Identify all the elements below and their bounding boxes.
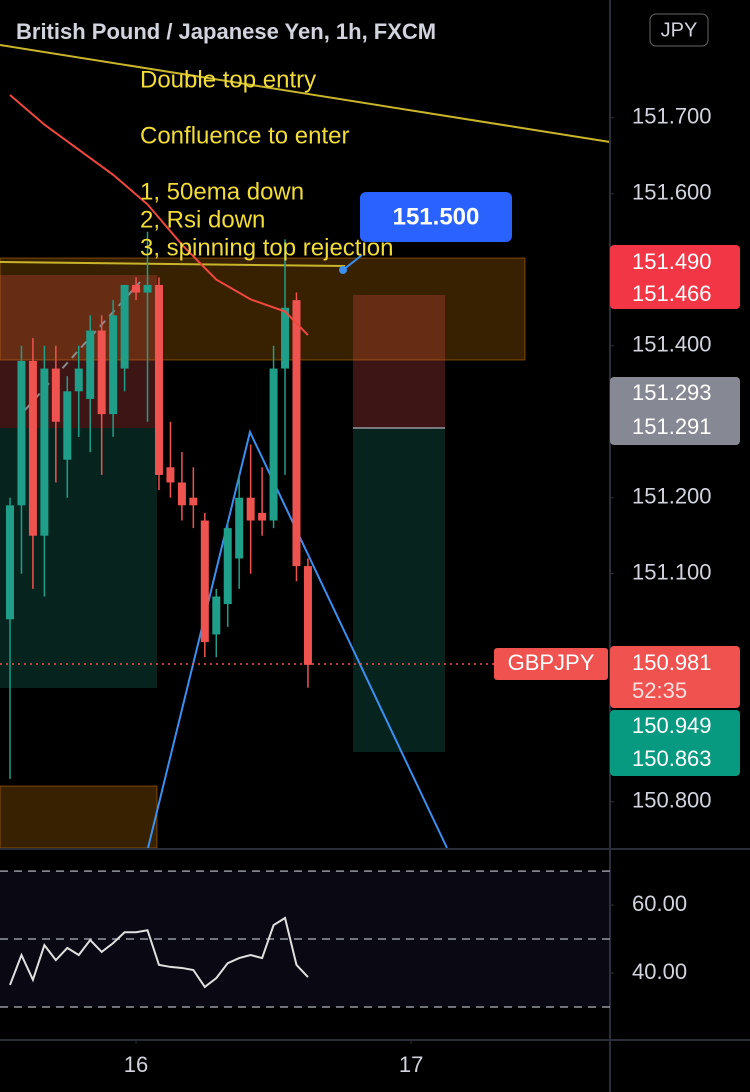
currency-box — [649, 13, 709, 47]
trend-line — [0, 261, 346, 267]
candle-body — [120, 284, 129, 369]
candle-body — [212, 596, 221, 635]
rsi-line — [9, 916, 309, 989]
annotation: 3, spinning top rejection — [140, 234, 394, 261]
y-tick-label: 40.00 — [632, 959, 687, 984]
callout-pointer — [342, 254, 363, 271]
target-box — [0, 428, 157, 688]
x-tick-label: 16 — [124, 1052, 148, 1077]
y-tick-label: 151.200 — [632, 484, 712, 509]
candle-body — [177, 482, 186, 506]
candle-body — [17, 360, 26, 506]
candle-body — [74, 368, 83, 392]
price-badge: 150.863 — [632, 746, 712, 771]
candle-body — [51, 368, 60, 422]
candle-body — [166, 467, 175, 483]
price-badge: 150.949 — [632, 713, 712, 738]
candle-body — [235, 497, 244, 559]
badge-bg — [610, 646, 740, 708]
symbol: GBPJPY — [508, 650, 595, 675]
candle-body — [189, 497, 198, 506]
candle-body — [223, 528, 232, 605]
candle-body — [303, 566, 312, 665]
candle-body — [63, 391, 72, 460]
candle-body — [97, 330, 106, 415]
y-tick-label: 151.400 — [632, 332, 712, 357]
candle-body — [86, 330, 95, 399]
badge-bg — [610, 245, 740, 309]
countdown: 52:35 — [632, 678, 687, 703]
annotation: Confluence to enter — [140, 122, 349, 149]
symbol-bg — [494, 648, 608, 680]
annotation: Double top entry — [140, 66, 316, 93]
y-tick-label: 151.700 — [632, 104, 712, 129]
callout-box — [360, 192, 512, 242]
stop-box — [353, 295, 445, 428]
price-badge: 151.490 — [632, 249, 712, 274]
candle-body — [109, 315, 118, 415]
candle-body — [154, 284, 163, 475]
callout-dot — [339, 266, 347, 274]
candle-body — [246, 497, 255, 521]
candle-body — [258, 512, 267, 521]
plot — [6, 94, 312, 779]
candle-body — [143, 284, 152, 293]
candle-body — [281, 307, 290, 369]
currency: JPY — [661, 19, 698, 41]
trend-line — [0, 44, 611, 143]
candle-body — [132, 284, 141, 293]
annotation: 1, 50ema down — [140, 178, 304, 205]
callout: 151.500 — [393, 203, 480, 230]
price-badge: 151.466 — [632, 281, 712, 306]
candle-body — [292, 300, 301, 567]
ema-line — [9, 94, 309, 336]
candle-body — [6, 505, 15, 620]
y-tick-label: 151.600 — [632, 180, 712, 205]
candle-body — [28, 360, 37, 536]
y-tick-label: 60.00 — [632, 891, 687, 916]
price-badge: 151.293 — [632, 380, 712, 405]
y-tick-label: 151.100 — [632, 560, 712, 585]
last-price: 150.981 — [632, 650, 712, 675]
target-box — [353, 428, 445, 752]
y-tick-label: 150.800 — [632, 787, 712, 812]
candle-body — [40, 368, 49, 536]
candle-body — [200, 520, 209, 643]
title: British Pound / Japanese Yen, 1h, FXCM — [16, 19, 436, 44]
annotation: 2, Rsi down — [140, 206, 265, 233]
zone-box — [0, 785, 158, 849]
badge-bg — [610, 710, 740, 776]
x-tick-label: 17 — [399, 1052, 423, 1077]
price-badge: 151.291 — [632, 414, 712, 439]
pattern-line — [147, 429, 448, 849]
candle-body — [269, 368, 278, 521]
badge-bg — [610, 377, 740, 445]
